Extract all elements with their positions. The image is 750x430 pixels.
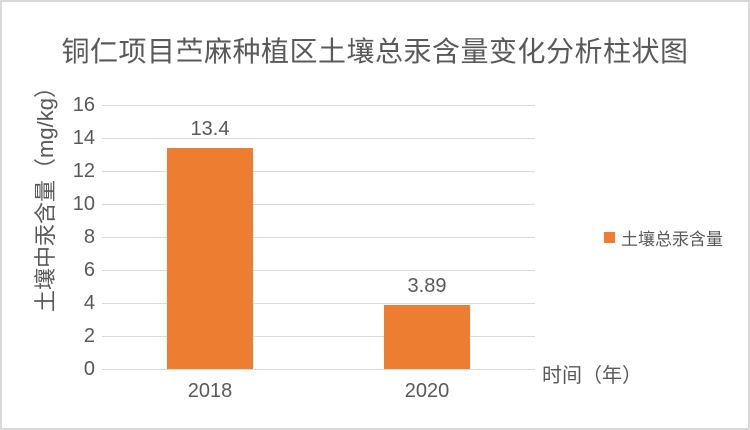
gridline	[102, 204, 535, 205]
value-label: 3.89	[407, 275, 447, 297]
gridline	[102, 369, 535, 370]
x-tick-label: 2018	[187, 380, 233, 402]
bar-2018	[167, 148, 253, 369]
y-tick-label: 2	[83, 325, 95, 347]
gridline	[102, 270, 535, 271]
chart-title: 铜仁项目苎麻种植区土壤总汞含量变化分析柱状图	[61, 36, 689, 67]
y-tick-label: 14	[72, 127, 95, 149]
gridline	[102, 303, 535, 304]
x-axis-title: 时间（年）	[542, 365, 642, 387]
legend-swatch-icon	[604, 232, 615, 243]
y-tick-label: 0	[83, 358, 95, 380]
gridline	[102, 138, 535, 139]
legend-label: 土壤总汞含量	[621, 230, 723, 249]
y-tick-label: 8	[83, 226, 95, 248]
bar-2020	[384, 305, 470, 369]
gridline	[102, 105, 535, 106]
x-tick-label: 2020	[404, 380, 450, 402]
legend: 土壤总汞含量	[604, 225, 723, 250]
y-tick-label: 10	[72, 193, 95, 215]
value-label: 13.4	[190, 118, 230, 140]
y-tick-label: 6	[83, 259, 95, 281]
gridline	[102, 237, 535, 238]
y-tick-label: 16	[72, 94, 95, 116]
y-tick-label: 12	[72, 160, 95, 182]
gridline	[102, 336, 535, 337]
gridline	[102, 171, 535, 172]
y-tick-label: 4	[83, 292, 95, 314]
